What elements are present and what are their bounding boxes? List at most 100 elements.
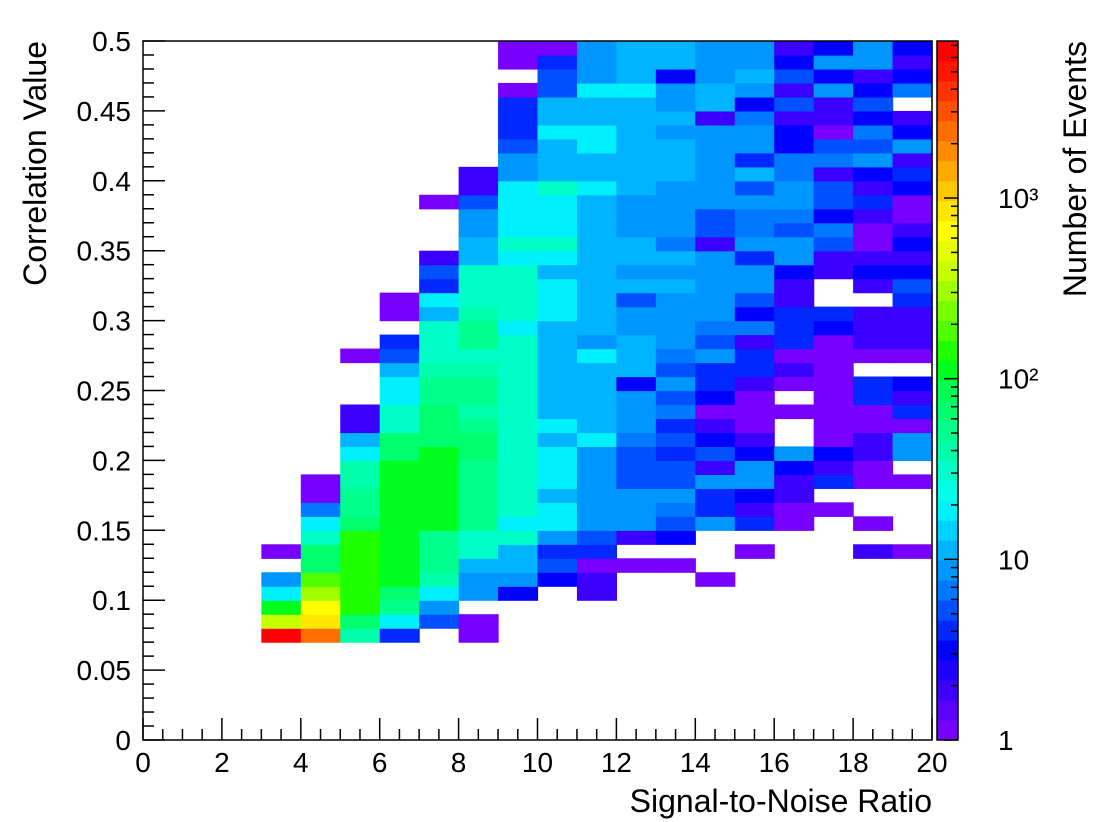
cell bbox=[576, 572, 617, 587]
cell bbox=[734, 180, 775, 196]
cell bbox=[774, 376, 815, 392]
cell bbox=[300, 544, 341, 559]
cell bbox=[537, 194, 578, 210]
cell bbox=[853, 516, 894, 531]
cell bbox=[813, 404, 854, 420]
cell bbox=[300, 572, 341, 587]
cell bbox=[498, 516, 539, 531]
cell bbox=[498, 96, 539, 112]
x-tick-label: 6 bbox=[372, 747, 388, 778]
cell bbox=[498, 166, 539, 182]
cell bbox=[813, 334, 854, 350]
cell bbox=[498, 348, 539, 364]
colorbar-band bbox=[937, 240, 958, 262]
cell bbox=[458, 334, 499, 350]
cell bbox=[419, 600, 460, 615]
cell bbox=[892, 404, 933, 420]
cell bbox=[498, 558, 539, 573]
x-tick-label: 8 bbox=[451, 747, 467, 778]
cell bbox=[537, 68, 578, 84]
cell bbox=[458, 488, 499, 503]
cell bbox=[892, 474, 933, 489]
cell bbox=[537, 432, 578, 448]
cell bbox=[379, 530, 420, 545]
cell bbox=[655, 558, 696, 573]
cell bbox=[813, 320, 854, 336]
cell bbox=[498, 292, 539, 308]
cell bbox=[616, 404, 657, 420]
cell bbox=[892, 292, 933, 308]
cell bbox=[853, 390, 894, 406]
cell bbox=[498, 376, 539, 392]
cell bbox=[379, 404, 420, 420]
cell bbox=[813, 152, 854, 168]
y-tick-label: 0.1 bbox=[92, 585, 131, 616]
cell bbox=[419, 572, 460, 587]
cell bbox=[537, 502, 578, 517]
cell bbox=[892, 54, 933, 70]
cell bbox=[616, 334, 657, 350]
cell bbox=[734, 306, 775, 322]
cell bbox=[419, 404, 460, 420]
cell bbox=[655, 418, 696, 434]
cell bbox=[458, 404, 499, 420]
cell bbox=[379, 586, 420, 601]
cell bbox=[892, 418, 933, 434]
cell bbox=[774, 138, 815, 154]
cell bbox=[340, 432, 381, 448]
cell bbox=[498, 474, 539, 489]
cell bbox=[419, 432, 460, 448]
cell bbox=[892, 320, 933, 336]
cell bbox=[498, 334, 539, 350]
cell bbox=[853, 544, 894, 559]
cell bbox=[379, 460, 420, 475]
colorbar-band bbox=[937, 380, 958, 401]
cell bbox=[576, 376, 617, 392]
cell bbox=[892, 544, 933, 559]
cell bbox=[537, 222, 578, 238]
colorbar-band bbox=[937, 720, 958, 741]
colorbar-band bbox=[937, 360, 958, 382]
cell bbox=[576, 474, 617, 489]
cell bbox=[537, 110, 578, 126]
cell bbox=[813, 376, 854, 392]
cell bbox=[379, 432, 420, 448]
cell bbox=[419, 250, 460, 266]
cell bbox=[498, 460, 539, 475]
cell bbox=[695, 68, 736, 84]
cell bbox=[616, 138, 657, 154]
cell bbox=[853, 82, 894, 98]
cell bbox=[734, 418, 775, 434]
cell bbox=[655, 432, 696, 448]
cell bbox=[853, 348, 894, 364]
colorbar-band bbox=[937, 520, 958, 541]
cell bbox=[892, 152, 933, 168]
x-tick-label: 18 bbox=[838, 747, 869, 778]
cell bbox=[537, 516, 578, 531]
cell bbox=[655, 320, 696, 336]
cell bbox=[616, 208, 657, 224]
cell bbox=[616, 110, 657, 126]
cell bbox=[379, 502, 420, 517]
cell bbox=[774, 124, 815, 140]
cell bbox=[892, 432, 933, 448]
cell bbox=[892, 68, 933, 84]
cell bbox=[813, 418, 854, 434]
cell bbox=[379, 362, 420, 378]
cell bbox=[813, 124, 854, 140]
cell bbox=[576, 530, 617, 545]
y-tick-label: 0.2 bbox=[92, 445, 131, 476]
cell bbox=[892, 250, 933, 266]
cell bbox=[734, 320, 775, 336]
cell bbox=[813, 236, 854, 252]
cell bbox=[813, 180, 854, 196]
cell bbox=[458, 516, 499, 531]
cell bbox=[774, 194, 815, 210]
x-tick-label: 0 bbox=[135, 747, 151, 778]
cell bbox=[419, 460, 460, 475]
cell bbox=[340, 348, 381, 364]
cell bbox=[498, 194, 539, 210]
cell bbox=[498, 222, 539, 238]
cell bbox=[892, 306, 933, 322]
cell bbox=[774, 82, 815, 98]
